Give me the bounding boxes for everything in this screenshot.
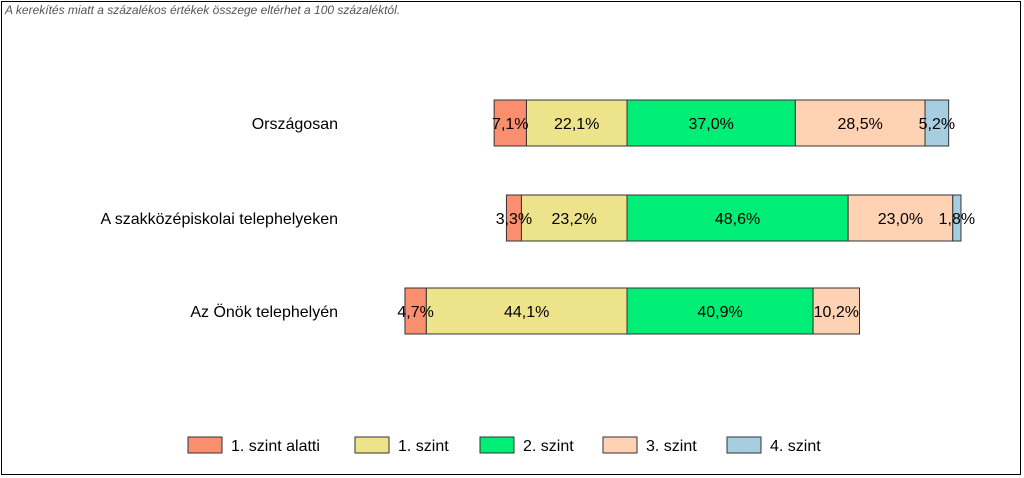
data-label: 1,8%: [939, 211, 975, 228]
bar-segment: [626, 194, 849, 242]
category-label: Az Önök telephelyén: [190, 303, 338, 321]
legend-label: 1. szint alatti: [231, 438, 320, 455]
bar-segment: [493, 99, 527, 147]
legend-swatch: [726, 436, 762, 454]
legend-label: 1. szint: [398, 438, 449, 455]
data-label: 5,2%: [919, 116, 955, 133]
data-label: 23,2%: [552, 211, 597, 228]
data-label: 23,0%: [878, 211, 923, 228]
legend-swatch: [602, 436, 638, 454]
category-label: Országosan: [252, 116, 338, 133]
bar-segment: [626, 287, 814, 335]
rounding-note: A kerekítés miatt a százalékos értékek ö…: [5, 3, 401, 17]
legend-label: 4. szint: [770, 438, 821, 455]
category-label: A szakközépiskolai telephelyeken: [101, 211, 338, 228]
data-label: 22,1%: [554, 116, 599, 133]
legend-swatch: [187, 436, 223, 454]
data-label: 48,6%: [715, 211, 760, 228]
bar-segment: [520, 194, 628, 242]
bar-segment: [952, 194, 962, 242]
data-label: 7,1%: [492, 116, 528, 133]
data-label: 4,7%: [397, 304, 433, 321]
bar-segment: [924, 99, 950, 147]
data-label: 37,0%: [688, 116, 733, 133]
data-label: 28,5%: [838, 116, 883, 133]
bar-segment: [794, 99, 926, 147]
bar-segment: [847, 194, 954, 242]
data-label: 44,1%: [504, 304, 549, 321]
legend-label: 2. szint: [523, 438, 574, 455]
data-label: 3,3%: [496, 211, 532, 228]
legend-swatch: [354, 436, 390, 454]
legend-label: 3. szint: [646, 438, 697, 455]
legend-swatch: [479, 436, 515, 454]
data-label: 40,9%: [697, 304, 742, 321]
data-label: 10,2%: [814, 304, 859, 321]
bar-segment: [812, 287, 861, 335]
